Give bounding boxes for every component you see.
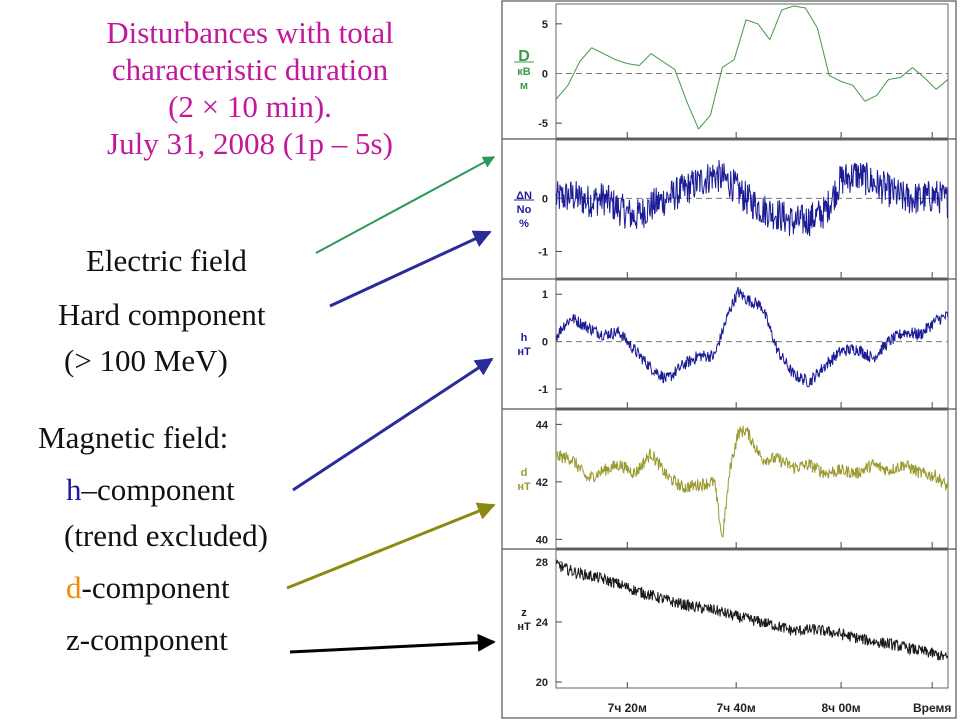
y-axis-label: No <box>517 204 532 216</box>
panel-5: 28 24 20 z нТ <box>517 549 949 689</box>
y-tick-label: -1 <box>538 246 548 258</box>
panel-3: 1 0 -1 h нТ <box>502 279 956 410</box>
panel-border <box>555 279 949 409</box>
x-tick-label: 7ч 40м <box>717 701 756 715</box>
series-line-1 <box>555 5 949 130</box>
y-axis-label: D <box>518 48 530 65</box>
panel-2: 0 -1 ΔN No% <box>502 139 956 280</box>
y-axis-label: кВ <box>517 66 531 78</box>
panel-4: 44 42 40 d нТ <box>502 409 956 550</box>
label-magnetic-field: Magnetic field: <box>38 420 229 455</box>
series-line-2 <box>555 160 949 237</box>
arrow-h <box>292 357 494 492</box>
y-tick-label: 0 <box>542 193 548 205</box>
panel-1: 5 0 -5 DкВ м <box>502 3 956 140</box>
y-tick-label: -5 <box>538 118 548 130</box>
y-axis-label: d <box>521 467 528 479</box>
y-tick-label: 0 <box>542 337 548 349</box>
y-axis-label: м <box>520 80 528 92</box>
panel-border <box>555 3 949 139</box>
arrow-z <box>289 633 496 654</box>
d-rest: -component <box>81 570 230 605</box>
slide-title: Disturbances with total characteristic d… <box>40 14 460 162</box>
arrow-d <box>286 502 496 590</box>
y-tick-label: 40 <box>536 534 548 546</box>
h-rest: –component <box>81 472 235 507</box>
title-line-2: characteristic duration <box>111 52 389 87</box>
series-line-3 <box>555 286 949 388</box>
label-d-component: d-component <box>66 570 230 606</box>
y-axis-label: нТ <box>517 346 531 358</box>
x-tick-label: 7ч 20м <box>608 701 647 715</box>
plots-frame <box>501 0 957 719</box>
title-line-3: (2 × 10 min). <box>168 89 332 124</box>
plot-panels: 50-5DкВм0-1ΔNNo%10-1hнТ444240dнТ282420zн… <box>502 3 956 689</box>
y-tick-label: 0 <box>542 68 548 80</box>
title-line-1: Disturbances with total <box>106 15 394 50</box>
y-tick-label: 28 <box>536 557 548 569</box>
label-hard-energy: (> 100 MeV) <box>64 343 228 378</box>
panel-border <box>555 139 949 279</box>
panel-border <box>555 549 949 689</box>
label-h-component: h–component <box>66 472 235 508</box>
y-tick-label: 44 <box>536 419 549 431</box>
y-tick-label: 5 <box>542 19 548 31</box>
y-axis-label: h <box>521 332 528 344</box>
series-line-5 <box>555 559 949 661</box>
arrow-electric <box>315 156 496 254</box>
y-tick-label: 42 <box>536 477 548 489</box>
panel-border <box>555 409 949 549</box>
y-axis-label: нТ <box>517 621 531 633</box>
y-tick-label: -1 <box>538 384 548 396</box>
series-line-4 <box>555 425 949 538</box>
y-axis-label: % <box>519 218 529 230</box>
x-tick-label: Время <box>913 701 951 715</box>
y-axis-label: z <box>521 607 527 619</box>
d-letter: d <box>66 570 82 605</box>
x-tick-label: 8ч 00м <box>821 701 860 715</box>
y-tick-label: 1 <box>542 289 548 301</box>
arrow-hard <box>329 230 492 308</box>
plots-column: 50-5DкВм0-1ΔNNo%10-1hнТ444240dнТ282420zн… <box>501 0 957 719</box>
label-z-component: z-component <box>66 622 228 657</box>
y-tick-label: 24 <box>536 617 549 629</box>
x-axis: 7ч 20м 7ч 40м 8ч 00м Время <box>608 701 952 715</box>
label-hard-component: Hard component <box>58 297 266 332</box>
title-line-4: July 31, 2008 (1p – 5s) <box>107 126 393 161</box>
y-axis-label: нТ <box>517 481 531 493</box>
h-letter: h <box>66 472 82 507</box>
y-tick-label: 20 <box>536 677 548 689</box>
label-trend-excluded: (trend excluded) <box>64 518 268 553</box>
label-electric-field: Electric field <box>86 243 247 278</box>
y-axis-label: ΔN <box>516 190 532 202</box>
